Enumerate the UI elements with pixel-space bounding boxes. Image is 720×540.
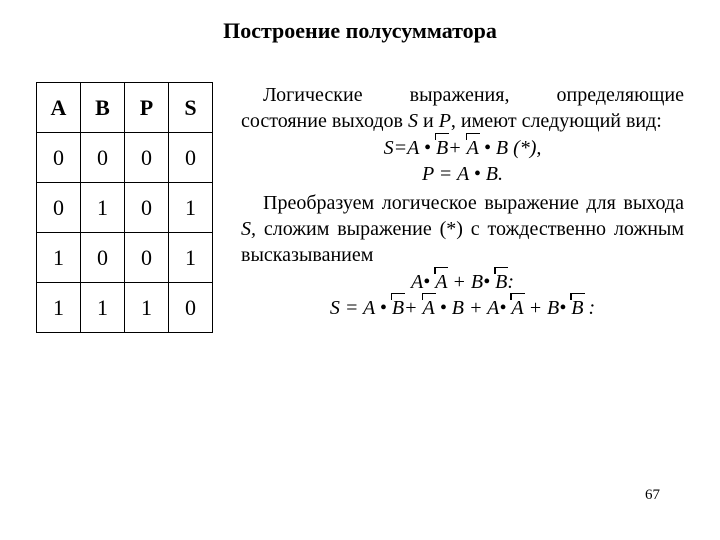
f3-s1: • bbox=[423, 271, 435, 293]
intro-and: и bbox=[418, 110, 439, 132]
f4-s5: • bbox=[559, 297, 571, 319]
cell: 0 bbox=[125, 233, 169, 283]
cell: 0 bbox=[81, 133, 125, 183]
content-row: A B P S 0 0 0 0 0 1 0 1 1 0 0 1 bbox=[36, 82, 684, 333]
b-bar: B bbox=[392, 295, 404, 321]
cell: 1 bbox=[81, 183, 125, 233]
table-row: 1 1 1 0 bbox=[37, 283, 213, 333]
a-bar: A bbox=[435, 269, 447, 295]
col-p: P bbox=[125, 83, 169, 133]
page-title: Построение полусумматора bbox=[36, 18, 684, 44]
text-block: Логические выражения, определяющие состо… bbox=[241, 82, 684, 322]
f4-s1: + bbox=[404, 297, 423, 319]
formula-3: A• A + B• B: bbox=[241, 269, 684, 295]
formula-4: S = A • B+ A • B + A• A + B• B : bbox=[241, 295, 684, 321]
p2-s: S, bbox=[241, 218, 256, 240]
a-bar: A bbox=[511, 295, 523, 321]
f3-s3: • bbox=[483, 271, 495, 293]
a-bar: A bbox=[423, 295, 435, 321]
f1-rhs: • B (*), bbox=[479, 137, 542, 159]
p2-prefix: Преобразуем логическое выражение для вых… bbox=[263, 192, 684, 214]
intro-suffix: , имеют следующий вид: bbox=[451, 110, 662, 132]
cell: 0 bbox=[81, 233, 125, 283]
formula-p: P = A • B. bbox=[241, 161, 684, 187]
a-bar: A bbox=[467, 135, 479, 161]
f4-s2: • B + A bbox=[435, 297, 500, 319]
table-row: 0 0 0 0 bbox=[37, 133, 213, 183]
paragraph-2: Преобразуем логическое выражение для вых… bbox=[241, 190, 684, 269]
col-s: S bbox=[169, 83, 213, 133]
cell: 1 bbox=[37, 233, 81, 283]
f1-plus: + bbox=[448, 137, 467, 159]
f1-lhs: S=A • bbox=[384, 137, 436, 159]
table-row: 0 1 0 1 bbox=[37, 183, 213, 233]
cell: 0 bbox=[125, 183, 169, 233]
table-row: 1 0 0 1 bbox=[37, 233, 213, 283]
f4-end: : bbox=[584, 297, 596, 319]
cell: 1 bbox=[125, 283, 169, 333]
b-bar: B bbox=[495, 269, 507, 295]
table-header-row: A B P S bbox=[37, 83, 213, 133]
cell: 1 bbox=[81, 283, 125, 333]
f4-s3: • bbox=[499, 297, 511, 319]
var-p: P bbox=[439, 110, 451, 132]
cell: 0 bbox=[169, 283, 213, 333]
cell: 0 bbox=[169, 133, 213, 183]
b-bar: B bbox=[436, 135, 448, 161]
col-a: A bbox=[37, 83, 81, 133]
cell: 1 bbox=[169, 233, 213, 283]
formula-s: S=A • B+ A • B (*), bbox=[241, 135, 684, 161]
f4-lhs: S = A • bbox=[330, 297, 392, 319]
f3-s2: + B bbox=[447, 271, 483, 293]
f3-a: A bbox=[411, 271, 423, 293]
truth-table-wrap: A B P S 0 0 0 0 0 1 0 1 1 0 0 1 bbox=[36, 82, 213, 333]
var-s: S bbox=[408, 110, 418, 132]
cell: 1 bbox=[37, 283, 81, 333]
f3-end: : bbox=[507, 271, 514, 293]
cell: 0 bbox=[37, 183, 81, 233]
cell: 0 bbox=[37, 133, 81, 183]
cell: 0 bbox=[125, 133, 169, 183]
cell: 1 bbox=[169, 183, 213, 233]
f4-s4: + B bbox=[524, 297, 560, 319]
b-bar: B bbox=[571, 295, 583, 321]
truth-table: A B P S 0 0 0 0 0 1 0 1 1 0 0 1 bbox=[36, 82, 213, 333]
p2-suffix: сложим выражение (*) с тождественно ложн… bbox=[241, 218, 684, 266]
page-number: 67 bbox=[645, 487, 660, 504]
col-b: B bbox=[81, 83, 125, 133]
intro-paragraph: Логические выражения, определяющие состо… bbox=[241, 82, 684, 135]
